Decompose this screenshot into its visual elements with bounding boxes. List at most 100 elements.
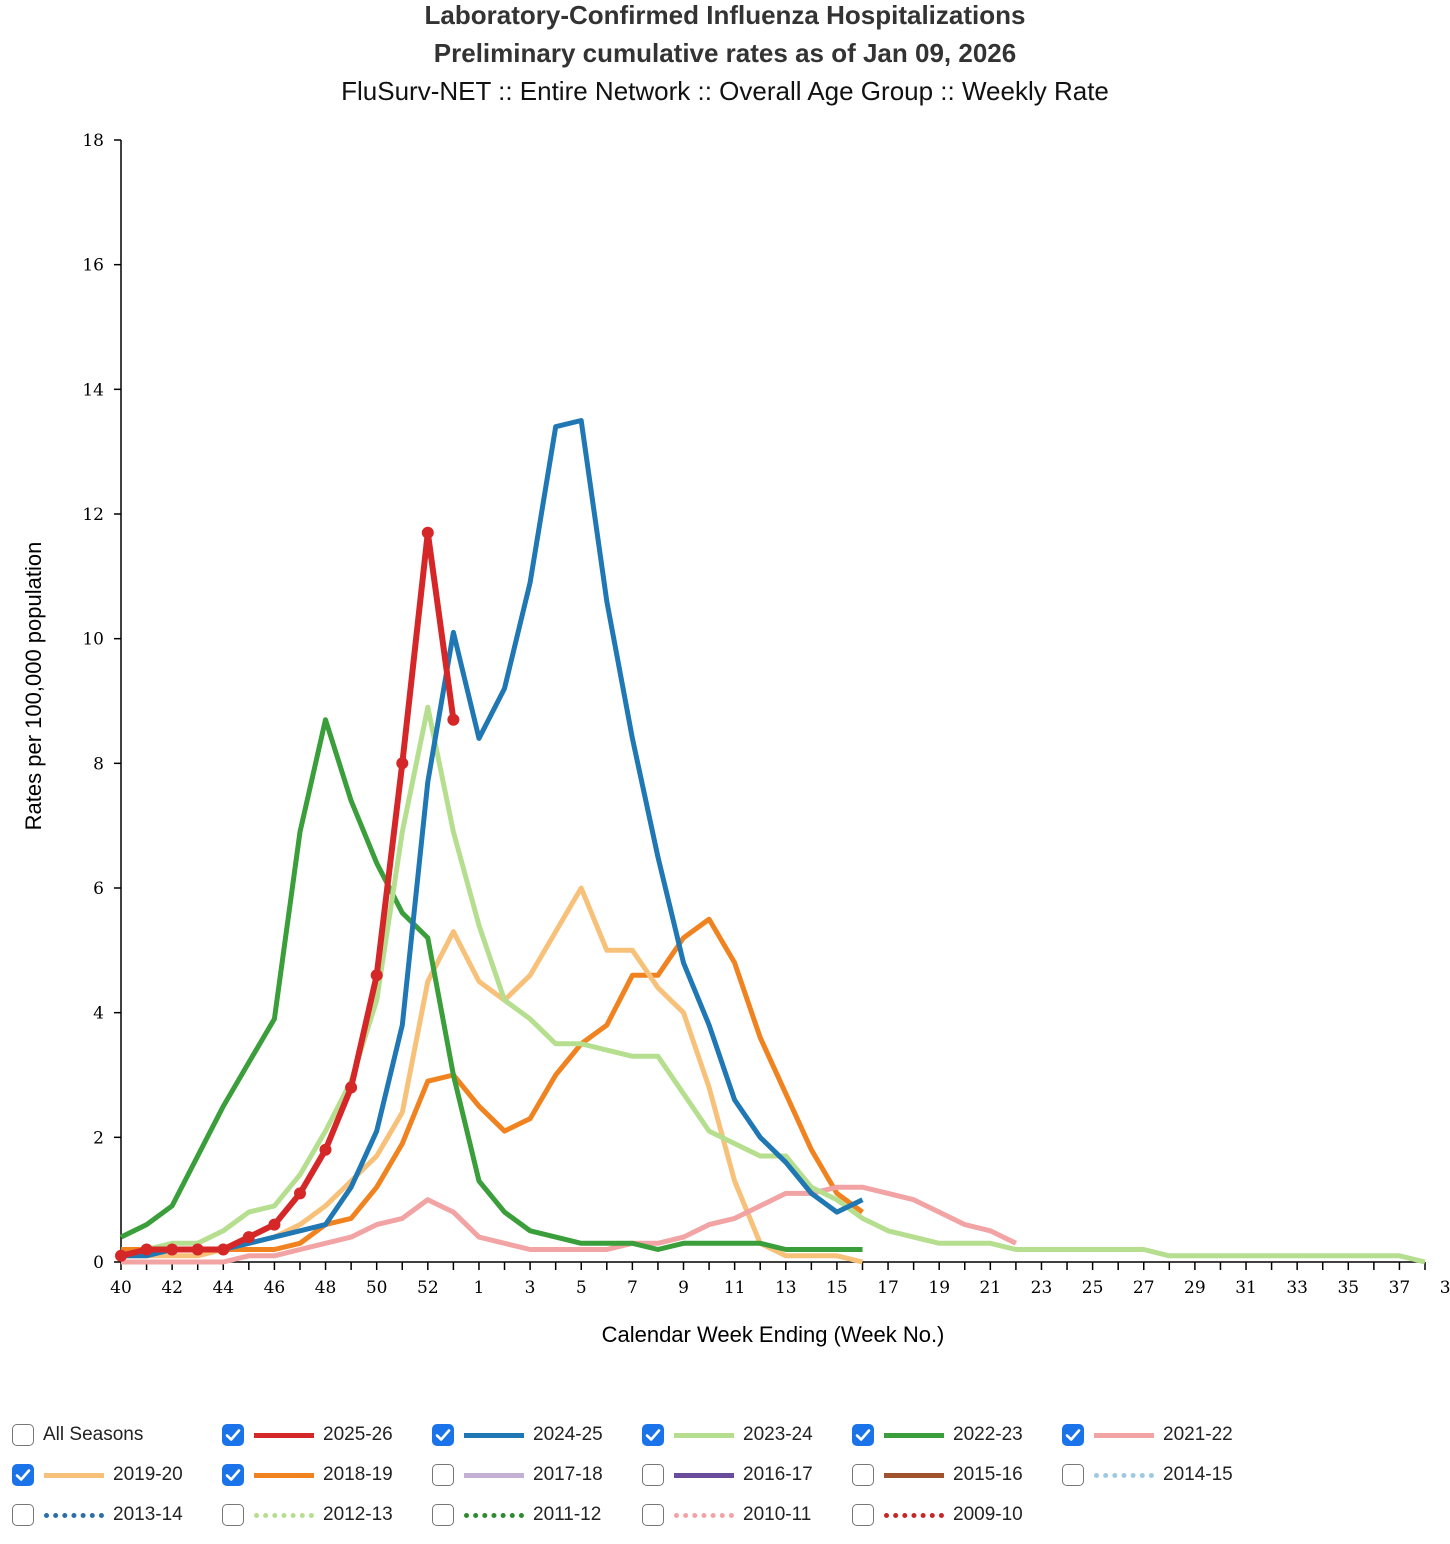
y-tick-label: 8 — [93, 754, 104, 774]
legend-swatch — [1094, 1432, 1154, 1438]
legend-item-2022-23[interactable]: 2022-23 — [852, 1415, 1023, 1455]
y-tick-label: 10 — [82, 630, 104, 650]
legend-label: 2013-14 — [113, 1504, 183, 1525]
x-tick-label: 1 — [474, 1278, 485, 1298]
data-point-2025-26[interactable] — [396, 757, 409, 770]
legend-item-2016-17[interactable]: 2016-17 — [642, 1455, 813, 1495]
legend-item-2024-25[interactable]: 2024-25 — [432, 1415, 603, 1455]
legend-swatch — [464, 1432, 524, 1438]
legend-item-2014-15[interactable]: 2014-15 — [1062, 1455, 1233, 1495]
data-point-2025-26[interactable] — [242, 1231, 255, 1244]
x-tick-label: 19 — [928, 1278, 950, 1298]
x-tick-label: 13 — [775, 1278, 797, 1298]
legend-item-2023-24[interactable]: 2023-24 — [642, 1415, 813, 1455]
legend-checkbox[interactable] — [642, 1504, 664, 1526]
x-tick-label: 5 — [576, 1278, 587, 1298]
data-point-2025-26[interactable] — [140, 1243, 153, 1256]
x-tick-label: 7 — [627, 1278, 638, 1298]
x-tick-label: 44 — [212, 1278, 234, 1298]
legend-checkbox[interactable] — [12, 1424, 34, 1446]
legend-label: 2010-11 — [743, 1504, 812, 1525]
legend-checkbox[interactable] — [1062, 1464, 1084, 1486]
legend-checkbox[interactable] — [222, 1464, 244, 1486]
series-line-2023-24[interactable] — [120, 704, 1426, 1265]
y-axis-title: Rates per 100,000 population — [21, 542, 46, 831]
legend-checkbox[interactable] — [432, 1464, 454, 1486]
legend-label: 2016-17 — [743, 1464, 813, 1485]
data-point-2025-26[interactable] — [191, 1243, 204, 1256]
legend-checkbox[interactable] — [12, 1504, 34, 1526]
legend-item-2021-22[interactable]: 2021-22 — [1062, 1415, 1233, 1455]
season-legend: All Seasons 2025-26 2024-25 2023-24 2022-23 2… — [0, 1410, 1450, 1540]
y-tick-label: 4 — [93, 1004, 104, 1024]
x-tick-label: 27 — [1133, 1278, 1155, 1298]
legend-item-2013-14[interactable]: 2013-14 — [12, 1495, 183, 1535]
data-point-2025-26[interactable] — [421, 526, 434, 539]
x-tick-label: 11 — [724, 1278, 746, 1298]
data-point-2025-26[interactable] — [345, 1081, 358, 1094]
legend-item-2011-12[interactable]: 2011-12 — [432, 1495, 601, 1535]
data-point-2025-26[interactable] — [217, 1243, 230, 1256]
y-tick-label: 18 — [82, 131, 104, 151]
legend-checkbox[interactable] — [12, 1464, 34, 1486]
legend-item-2015-16[interactable]: 2015-16 — [852, 1455, 1023, 1495]
series-lines — [115, 418, 1426, 1265]
data-point-2025-26[interactable] — [294, 1187, 306, 1200]
legend-swatch — [254, 1472, 314, 1478]
legend-item-2012-13[interactable]: 2012-13 — [222, 1495, 393, 1535]
series-line-2019-20[interactable] — [121, 885, 864, 1265]
data-point-2025-26[interactable] — [166, 1243, 179, 1256]
legend-label: 2023-24 — [743, 1424, 813, 1445]
legend-item-2019-20[interactable]: 2019-20 — [12, 1455, 183, 1495]
legend-item-2025-26[interactable]: 2025-26 — [222, 1415, 393, 1455]
series-line-2018-19[interactable] — [121, 916, 864, 1252]
x-axis-title: Calendar Week Ending (Week No.) — [602, 1322, 945, 1347]
data-point-2025-26[interactable] — [115, 1249, 127, 1262]
legend-checkbox[interactable] — [222, 1424, 244, 1446]
series-line-2024-25[interactable] — [121, 418, 864, 1259]
chart-title: Laboratory-Confirmed Influenza Hospitali… — [424, 0, 1026, 30]
legend-item-2018-19[interactable]: 2018-19 — [222, 1455, 393, 1495]
x-tick-label: 31 — [1235, 1278, 1257, 1298]
legend-swatch — [884, 1432, 944, 1438]
x-tick-label: 15 — [826, 1278, 848, 1298]
chart-subtitle: Preliminary cumulative rates as of Jan 0… — [433, 38, 1017, 68]
x-tick-label: 37 — [1389, 1278, 1411, 1298]
legend-swatch — [674, 1472, 734, 1478]
x-tick-label: 48 — [315, 1278, 337, 1298]
legend-label: 2015-16 — [953, 1464, 1023, 1485]
legend-swatch — [674, 1512, 734, 1518]
data-point-2025-26[interactable] — [319, 1143, 332, 1156]
legend-item-2009-10[interactable]: 2009-10 — [852, 1495, 1023, 1535]
legend-label: All Seasons — [43, 1424, 144, 1445]
legend-swatch — [44, 1512, 104, 1518]
data-point-2025-26[interactable] — [447, 713, 460, 726]
legend-swatch — [254, 1512, 314, 1518]
legend-checkbox[interactable] — [432, 1504, 454, 1526]
legend-item-2010-11[interactable]: 2010-11 — [642, 1495, 811, 1535]
data-point-2025-26[interactable] — [268, 1218, 281, 1231]
legend-checkbox[interactable] — [642, 1424, 664, 1446]
legend-label: 2019-20 — [113, 1464, 183, 1485]
legend-checkbox[interactable] — [642, 1464, 664, 1486]
y-tick-label: 6 — [93, 879, 104, 899]
legend-checkbox[interactable] — [852, 1504, 874, 1526]
legend-checkbox[interactable] — [852, 1424, 874, 1446]
legend-label: 2018-19 — [323, 1464, 393, 1485]
legend-checkbox[interactable] — [432, 1424, 454, 1446]
legend-swatch — [464, 1472, 524, 1478]
legend-checkbox[interactable] — [852, 1464, 874, 1486]
legend-item-all-seasons[interactable]: All Seasons — [12, 1415, 143, 1455]
series-line-2021-22[interactable] — [121, 1184, 1017, 1265]
y-tick-label: 16 — [82, 256, 104, 276]
legend-item-2017-18[interactable]: 2017-18 — [432, 1455, 603, 1495]
series-line-2025-26[interactable] — [120, 529, 457, 1259]
data-point-2025-26[interactable] — [370, 969, 383, 982]
legend-label: 2009-10 — [953, 1504, 1023, 1525]
legend-checkbox[interactable] — [222, 1504, 244, 1526]
legend-checkbox[interactable] — [1062, 1424, 1084, 1446]
series-line-2022-23[interactable] — [119, 717, 863, 1252]
legend-swatch — [884, 1512, 944, 1518]
